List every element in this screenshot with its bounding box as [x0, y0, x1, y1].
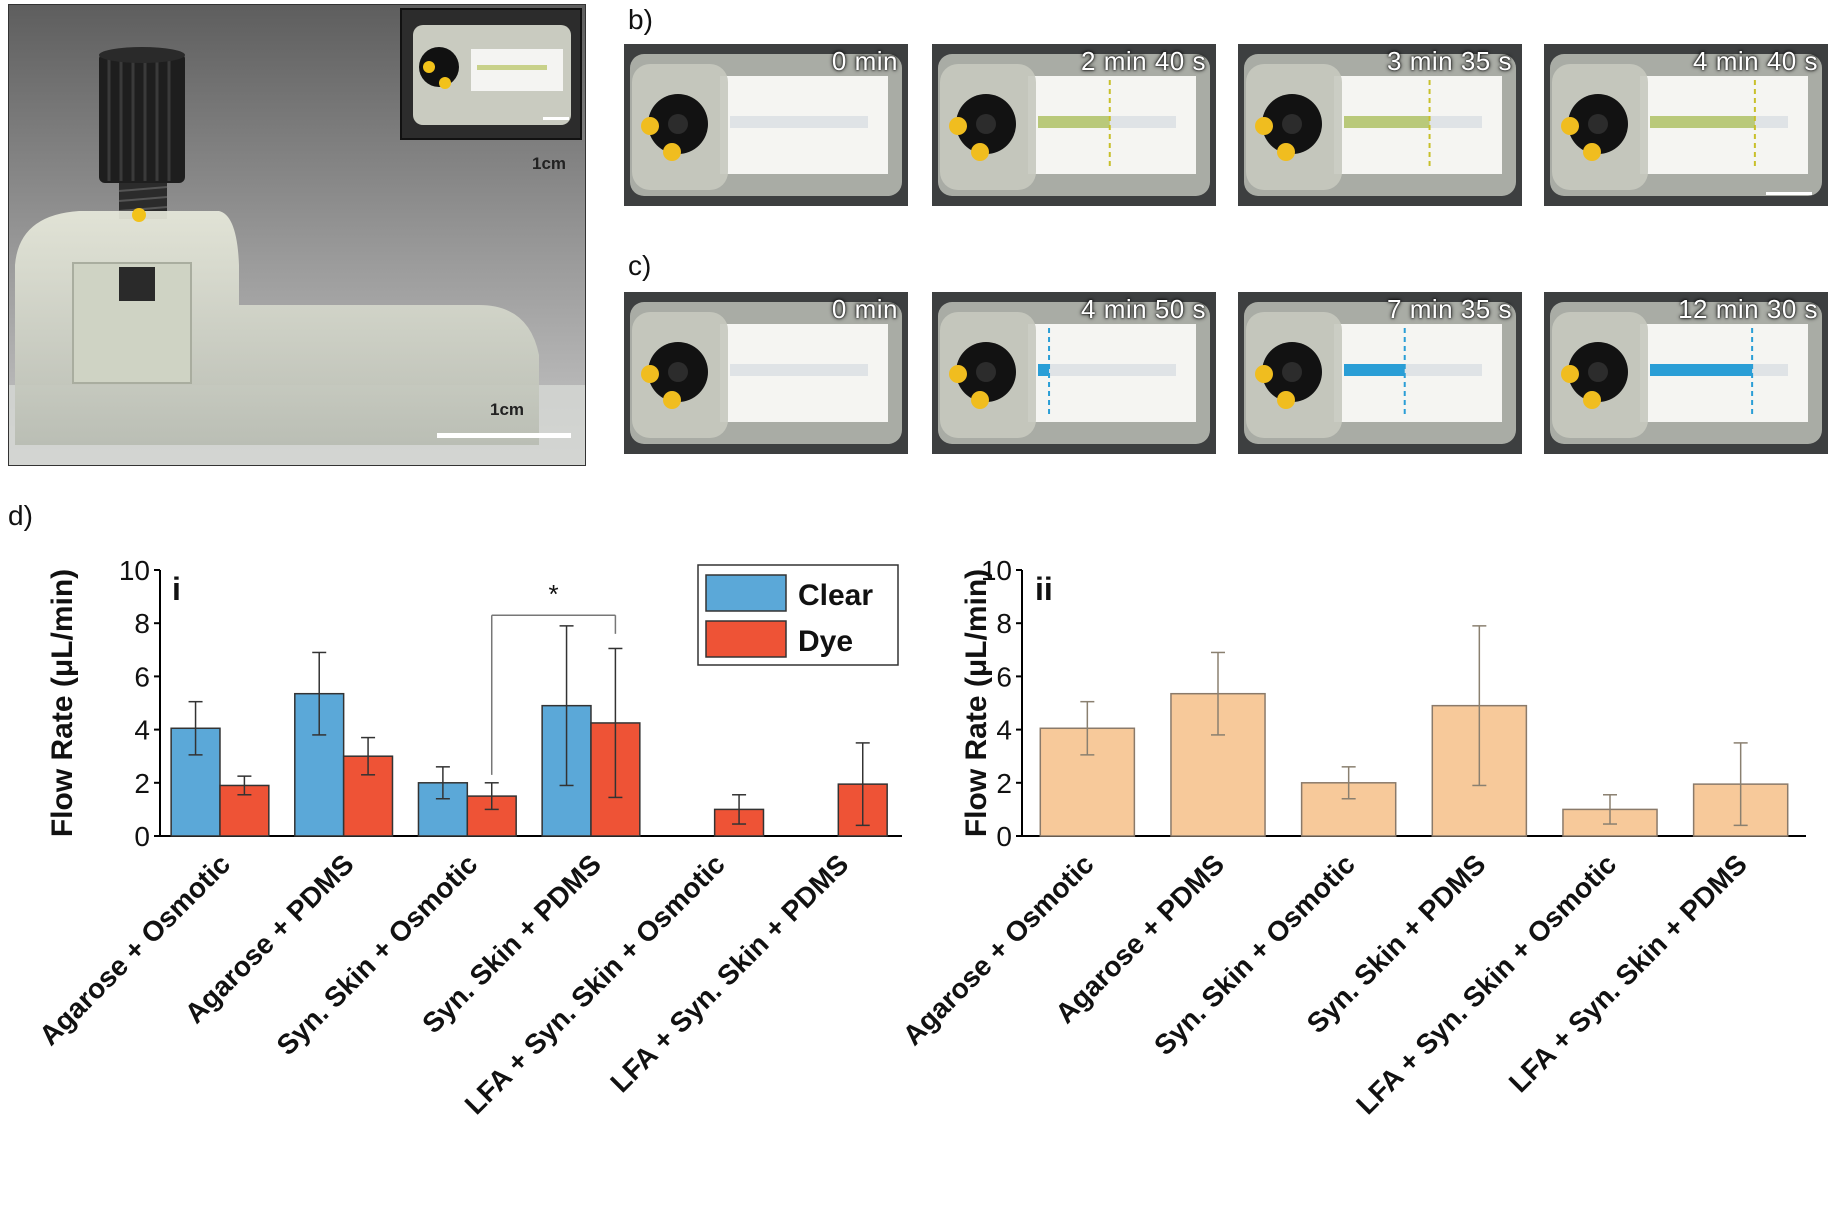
x-tick-label: LFA + Syn. Skin + PDMS	[1503, 848, 1753, 1098]
y-tick-label: 6	[996, 661, 1012, 692]
timelapse-time-label: 12 min 30 s	[1678, 294, 1818, 324]
timelapse-time-label: 0 min	[831, 46, 898, 76]
y-tick-label: 0	[134, 821, 150, 852]
panel-label-d: d)	[8, 500, 33, 531]
y-axis-label: Flow Rate (μL/min)	[960, 569, 993, 837]
x-tick-label: LFA + Syn. Skin + PDMS	[604, 848, 854, 1098]
y-tick-label: 4	[996, 715, 1012, 746]
timelapse-time-label: 4 min 50 s	[1081, 294, 1206, 324]
legend-label: Clear	[798, 579, 873, 612]
timelapse-frame: 0 min	[624, 292, 908, 454]
timelapse-frame: 4 min 40 s	[1544, 44, 1828, 206]
timelapse-frame: 0 min	[624, 44, 908, 206]
chart-panel-label: i	[172, 571, 181, 607]
y-tick-label: 10	[119, 555, 150, 586]
y-axis-label: Flow Rate (μL/min)	[46, 569, 79, 837]
timelapse-frame: 2 min 40 s	[932, 44, 1216, 206]
y-tick-label: 8	[134, 608, 150, 639]
timelapse-time-label: 2 min 40 s	[1081, 46, 1206, 76]
panel-label-c: c)	[628, 250, 652, 281]
inset-scale-label: 1cm	[532, 154, 567, 173]
panel-label-b: b)	[628, 4, 653, 35]
timelapse-frame: 4 min 50 s	[932, 292, 1216, 454]
timelapse-frame: 3 min 35 s	[1238, 44, 1522, 206]
legend-swatch	[705, 620, 787, 658]
legend-label: Dye	[798, 625, 853, 658]
timelapse-frame: 12 min 30 s	[1544, 292, 1828, 454]
y-tick-label: 2	[134, 768, 150, 799]
y-tick-label: 0	[996, 821, 1012, 852]
timelapse-time-label: 0 min	[831, 294, 898, 324]
y-tick-label: 8	[996, 608, 1012, 639]
device-photo	[8, 4, 586, 466]
significance-label: *	[549, 579, 559, 609]
bar-dye-1	[342, 755, 394, 837]
timelapse-frame: 7 min 35 s	[1238, 292, 1522, 454]
timelapse-time-label: 7 min 35 s	[1387, 294, 1512, 324]
x-tick-label: Syn. Skin + Osmotic	[271, 848, 484, 1061]
main-scale-label: 1cm	[490, 400, 525, 419]
y-tick-label: 6	[134, 661, 150, 692]
y-tick-label: 10	[981, 555, 1012, 586]
x-tick-label: LFA + Syn. Skin + Osmotic	[1350, 848, 1622, 1120]
y-tick-label: 2	[996, 768, 1012, 799]
chart-panel-label: ii	[1035, 571, 1053, 607]
timelapse-time-label: 4 min 40 s	[1693, 46, 1818, 76]
legend-swatch	[705, 574, 787, 612]
timelapse-time-label: 3 min 35 s	[1387, 46, 1512, 76]
y-tick-label: 4	[134, 715, 150, 746]
x-tick-label: LFA + Syn. Skin + Osmotic	[459, 848, 731, 1120]
